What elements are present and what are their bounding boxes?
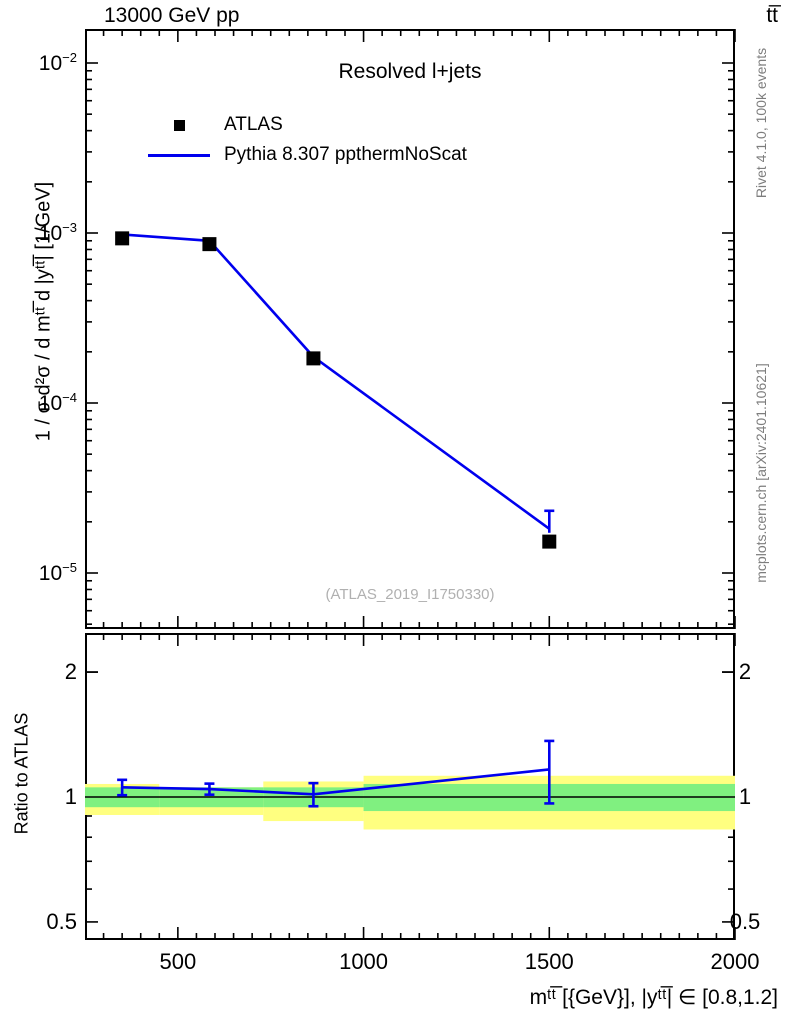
plot-title: Resolved l+jets xyxy=(338,60,482,83)
x-tick-label: 2000 xyxy=(710,949,760,974)
y-tick-label-ratio: 2 xyxy=(64,659,77,685)
y-tick-label-ratio-right: 1 xyxy=(738,784,752,809)
y-tick-label-ratio: 1 xyxy=(64,784,77,809)
y-tick-label-main: 10−5 xyxy=(38,560,77,585)
legend-line-icon xyxy=(140,153,218,157)
x-axis-label: mᵗᵗ̅ [{GeV}], |yᵗᵗ̅| ∈ [0.8,1.2] xyxy=(529,986,778,1009)
legend-entry-atlas: ATLAS xyxy=(140,110,467,140)
main-plot-frame xyxy=(85,29,735,629)
y-tick-label-main: 10−2 xyxy=(38,50,77,75)
analysis-watermark: (ATLAS_2019_I1750330) xyxy=(325,586,495,603)
legend-label-atlas: ATLAS xyxy=(224,114,283,135)
x-tick-label: 1500 xyxy=(524,949,574,974)
x-tick-label: 1000 xyxy=(339,949,389,974)
y-tick-label-ratio-right: 0.5 xyxy=(729,908,761,934)
y-tick-label-main: 10−4 xyxy=(38,390,77,415)
y-tick-label-main: 10−3 xyxy=(38,220,77,245)
beam-energy-label: 13000 GeV pp xyxy=(104,4,240,27)
x-tick-label: 500 xyxy=(159,949,197,974)
legend-entry-pythia: Pythia 8.307 ppthermNoScat xyxy=(140,140,467,170)
y-tick-label-ratio: 0.5 xyxy=(46,908,77,934)
y-tick-label-ratio-right: 2 xyxy=(738,659,752,685)
legend-label-pythia: Pythia 8.307 ppthermNoScat xyxy=(224,144,467,165)
legend: ATLAS Pythia 8.307 ppthermNoScat xyxy=(140,110,467,170)
legend-marker-icon xyxy=(140,119,218,131)
process-label: tt̅ xyxy=(766,4,778,27)
